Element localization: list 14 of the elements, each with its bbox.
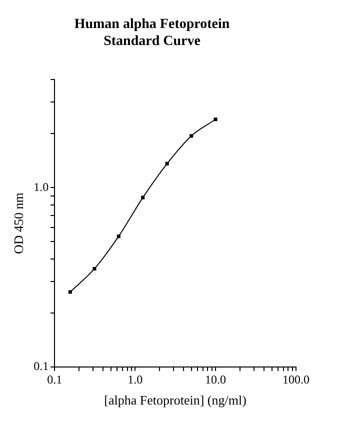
- x-axis-title: [alpha Fetoprotein] (ng/ml): [104, 392, 246, 408]
- x-tick-label: 1.0: [128, 372, 143, 386]
- chart-title: Human alpha Fetoprotein Standard Curve: [74, 17, 230, 49]
- point: [214, 118, 218, 122]
- point: [141, 196, 145, 200]
- point: [92, 266, 96, 270]
- point: [116, 234, 120, 238]
- point: [68, 290, 72, 294]
- x-tick-label: 100.0: [282, 372, 310, 386]
- x-tick-label: 0.1: [47, 372, 62, 386]
- x-tick-label: 10.0: [205, 372, 226, 386]
- y-axis-title: OD 450 nm: [11, 192, 26, 254]
- point: [165, 162, 169, 166]
- point: [190, 134, 194, 138]
